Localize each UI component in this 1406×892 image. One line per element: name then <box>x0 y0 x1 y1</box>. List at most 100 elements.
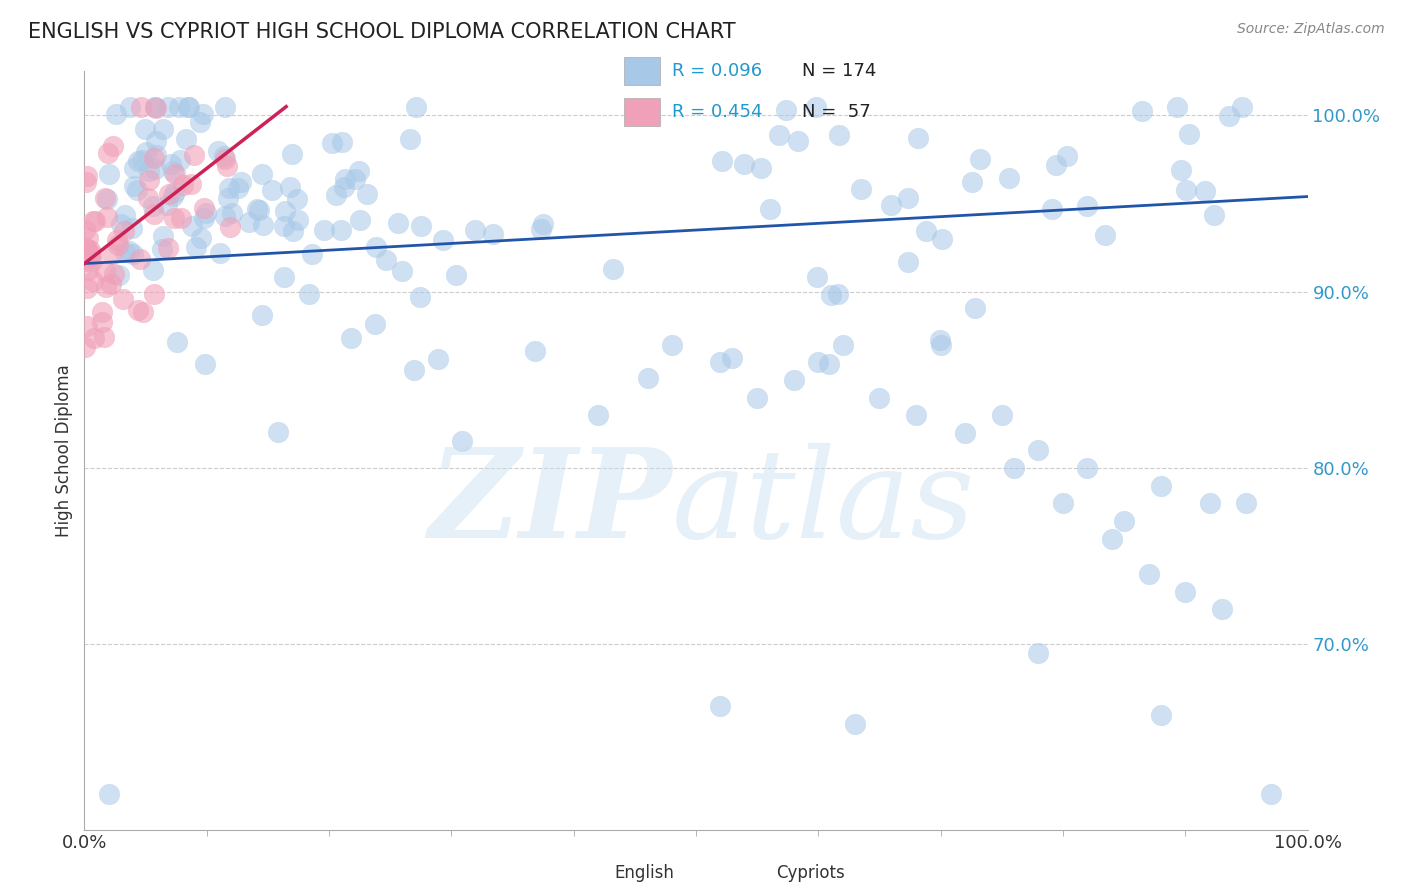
Point <box>749 161 772 175</box>
Point <box>93 191 115 205</box>
Point <box>1175 183 1198 197</box>
Point <box>162 189 184 203</box>
Point <box>127 303 149 318</box>
Point <box>1101 532 1123 546</box>
Point <box>107 237 129 252</box>
Point <box>169 211 191 226</box>
Point <box>122 179 145 194</box>
Point <box>806 270 828 285</box>
Text: English: English <box>614 864 675 882</box>
Point <box>312 223 335 237</box>
Point <box>136 191 159 205</box>
Point <box>721 351 744 365</box>
Point <box>321 136 343 150</box>
Point <box>869 391 891 405</box>
Point <box>94 264 117 278</box>
Text: atlas: atlas <box>672 442 974 565</box>
Point <box>325 188 347 202</box>
Point <box>301 247 323 261</box>
Point <box>907 130 929 145</box>
Point <box>186 240 208 254</box>
Point <box>1178 127 1201 141</box>
Point <box>1056 149 1078 163</box>
Point <box>125 183 148 197</box>
Point <box>661 337 683 351</box>
Point <box>75 223 97 237</box>
Point <box>709 355 731 369</box>
Text: R = 0.454: R = 0.454 <box>672 103 762 121</box>
Point <box>531 217 554 231</box>
Point <box>1130 103 1153 118</box>
Point <box>214 100 236 114</box>
Point <box>218 219 240 234</box>
Point <box>112 224 135 238</box>
Point <box>1202 208 1225 222</box>
Point <box>637 371 659 385</box>
Point <box>145 134 167 148</box>
Point <box>1052 496 1074 510</box>
Point <box>157 241 180 255</box>
Point <box>218 181 240 195</box>
Point <box>969 152 991 166</box>
Point <box>364 318 387 332</box>
Point <box>167 100 190 114</box>
Point <box>114 208 136 222</box>
Point <box>209 245 232 260</box>
Point <box>190 231 212 245</box>
Point <box>238 215 260 229</box>
Point <box>250 308 273 322</box>
Point <box>260 183 283 197</box>
Point <box>96 192 118 206</box>
Point <box>411 219 433 233</box>
Point <box>1211 602 1233 616</box>
Point <box>1174 584 1197 599</box>
Point <box>733 157 755 171</box>
Point <box>783 373 806 387</box>
Point <box>897 255 920 269</box>
Point <box>998 170 1021 185</box>
Point <box>267 425 290 439</box>
Point <box>1150 479 1173 493</box>
Point <box>176 131 198 145</box>
Point <box>287 192 309 206</box>
Point <box>229 175 252 189</box>
Point <box>101 139 124 153</box>
Point <box>464 223 486 237</box>
Text: Source: ZipAtlas.com: Source: ZipAtlas.com <box>1237 22 1385 37</box>
Point <box>828 128 851 142</box>
Point <box>169 153 191 167</box>
Point <box>252 219 274 233</box>
Point <box>786 134 808 148</box>
Point <box>214 210 236 224</box>
Point <box>246 202 269 217</box>
Point <box>1236 496 1258 510</box>
Point <box>121 247 143 261</box>
Point <box>188 115 211 129</box>
Point <box>77 231 100 245</box>
Point <box>177 100 200 114</box>
Point <box>195 206 218 220</box>
Point <box>127 153 149 168</box>
Point <box>844 716 866 731</box>
Point <box>118 244 141 258</box>
Point <box>391 263 413 277</box>
Point <box>329 223 352 237</box>
Point <box>193 211 215 225</box>
Point <box>193 201 215 215</box>
Point <box>1028 646 1050 660</box>
Point <box>1170 163 1192 178</box>
Point <box>273 270 295 285</box>
Point <box>183 148 205 162</box>
Point <box>138 163 160 178</box>
Point <box>1137 566 1160 581</box>
Point <box>426 351 449 366</box>
Point <box>905 408 928 422</box>
Point <box>356 186 378 201</box>
Text: N =  57: N = 57 <box>801 103 870 121</box>
Point <box>82 274 104 288</box>
Point <box>156 100 179 114</box>
Point <box>278 180 301 194</box>
Point <box>897 192 920 206</box>
Point <box>75 175 97 189</box>
Point <box>80 246 103 260</box>
